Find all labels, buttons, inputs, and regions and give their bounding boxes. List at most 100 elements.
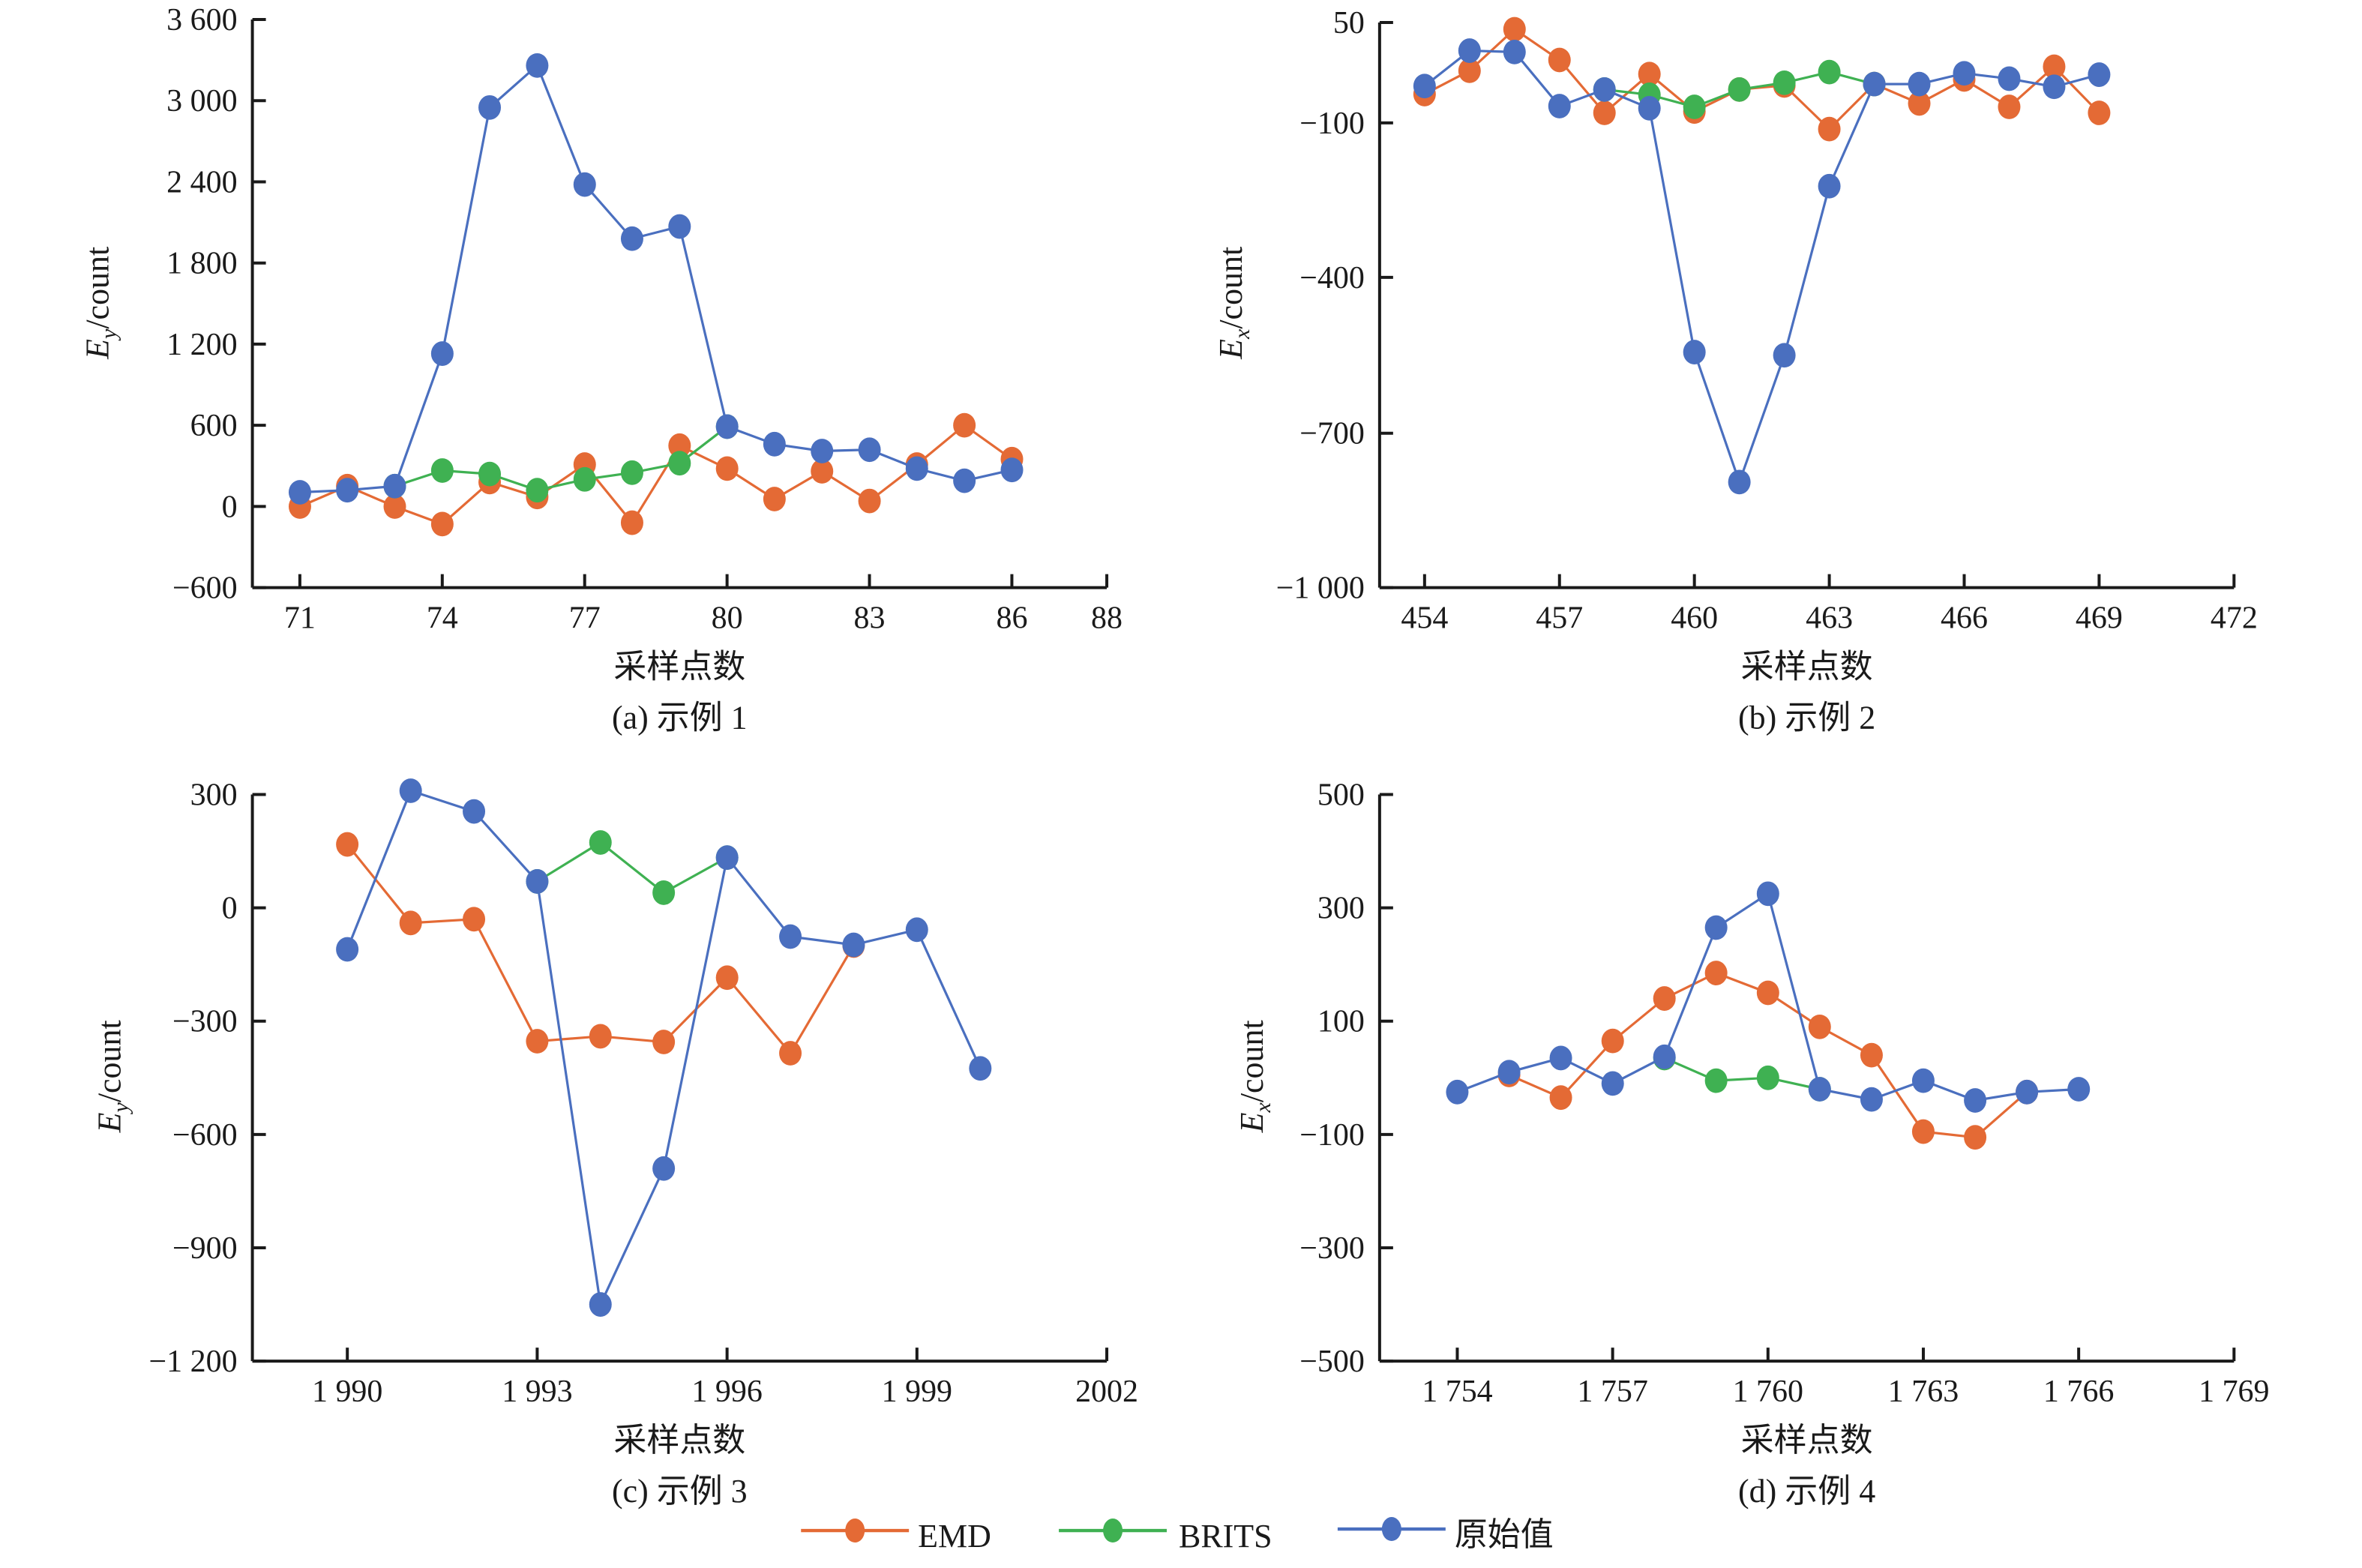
data-point-emd [1908, 91, 1931, 116]
data-point-emd [1653, 986, 1676, 1011]
x-tick-label: 466 [1941, 601, 1988, 636]
data-point-emd [430, 511, 454, 537]
series-emd [336, 832, 865, 1066]
y-tick-label: −1 000 [1276, 571, 1365, 606]
series-line-brits [536, 841, 728, 895]
data-point-original [620, 226, 643, 251]
data-point-original [1908, 71, 1931, 97]
data-point-emd [589, 1024, 612, 1049]
panel-caption: (d) 示例 4 [1738, 1473, 1875, 1510]
data-point-brits [1818, 59, 1841, 85]
data-point-emd [1911, 1119, 1935, 1144]
panel-d-marks: 500 300 100 −100 −300 −500 1 754 1 757 1 760 1 76… [1299, 778, 2269, 1409]
y-tick-label: 3 000 [166, 84, 237, 118]
data-point-emd [953, 412, 976, 438]
data-point-original [1458, 38, 1481, 63]
data-point-original [1000, 457, 1024, 483]
y-tick-label: 2 400 [166, 165, 237, 199]
data-point-brits [1756, 1065, 1779, 1090]
data-point-emd [1503, 16, 1526, 42]
data-point-emd [1593, 100, 1616, 125]
panel-caption: (c) 示例 3 [612, 1473, 748, 1510]
data-point-original [1704, 915, 1728, 940]
data-point-original [1860, 1087, 1883, 1112]
x-tick-label: 1 769 [2199, 1375, 2269, 1409]
x-tick-label: 460 [1671, 601, 1718, 636]
data-point-emd [763, 487, 786, 511]
panel-a: 3 600 3 000 2 400 1 800 1 200 600 0 −600 71 74 77 8… [79, 3, 1123, 736]
y-axis-title-main: E [79, 339, 116, 360]
data-point-emd [1638, 61, 1661, 87]
series-line-brits [1664, 1057, 1821, 1091]
series-original [1446, 881, 2091, 1113]
data-point-original [905, 917, 928, 943]
y-tick-label: 600 [190, 409, 238, 443]
data-point-emd [1808, 1014, 1831, 1039]
x-tick-label: 77 [569, 601, 601, 636]
data-point-original [1548, 94, 1571, 118]
data-point-original [478, 94, 502, 120]
data-point-original [2088, 62, 2111, 87]
y-tick-label: 1 200 [166, 328, 237, 362]
data-point-original [526, 869, 549, 894]
data-point-original [953, 468, 976, 493]
data-point-original [1953, 61, 1976, 86]
series-line-emd [1424, 27, 2100, 131]
data-point-original [1728, 469, 1751, 495]
legend-marker-brits [1103, 1519, 1123, 1543]
data-point-brits [573, 466, 596, 492]
panel-b-marks: 50 −100 −400 −700 −1 000 454 457 460 463 466 469 47… [1276, 6, 2258, 636]
y-tick-label: −400 [1299, 261, 1365, 295]
data-point-original [430, 341, 454, 366]
y-tick-label: 500 [1317, 778, 1365, 812]
data-point-original [1638, 95, 1661, 121]
data-point-emd [383, 494, 406, 519]
data-point-original [1497, 1060, 1521, 1085]
y-tick-label: 3 600 [166, 3, 237, 37]
data-point-emd [1860, 1042, 1883, 1068]
data-point-brits [478, 461, 502, 487]
x-tick-label: 1 757 [1577, 1375, 1647, 1409]
data-point-brits [668, 451, 691, 476]
legend-label-original: 原始值 [1455, 1516, 1554, 1553]
data-point-emd [1704, 961, 1728, 985]
y-axis-title-sub: x [1230, 328, 1254, 340]
data-point-emd [1458, 58, 1481, 83]
x-tick-label: 71 [284, 601, 316, 636]
series-brits [383, 414, 739, 503]
data-point-emd [668, 433, 691, 458]
y-tick-label: 0 [222, 892, 238, 926]
panel-c: 300 0 −300 −600 −900 −1 200 1 990 1 993 1 996 1 9… [91, 778, 1138, 1510]
panel-a-marks: 3 600 3 000 2 400 1 800 1 200 600 0 −600 71 74 77 8… [166, 3, 1123, 636]
y-axis-title-unit: /count [1212, 247, 1249, 329]
y-tick-label: −600 [172, 1118, 238, 1153]
data-point-original [905, 456, 928, 481]
data-point-original [383, 473, 406, 499]
y-tick-label: 1 800 [166, 247, 237, 281]
data-point-emd [2088, 100, 2111, 125]
data-point-original [1964, 1088, 1987, 1113]
x-axis-title: 采样点数 [1741, 1422, 1873, 1459]
y-tick-label: −1 200 [148, 1345, 237, 1379]
data-point-original [842, 932, 865, 958]
data-point-emd [399, 910, 422, 936]
data-point-emd [336, 832, 359, 857]
y-tick-label: −900 [172, 1231, 238, 1266]
data-point-emd [1998, 94, 2021, 119]
x-axis-title: 采样点数 [613, 649, 745, 685]
x-tick-label: 74 [427, 601, 458, 636]
y-tick-label: 0 [222, 490, 238, 524]
series-line-emd [346, 844, 855, 1056]
data-point-original [763, 431, 786, 457]
series-brits [1593, 59, 1886, 119]
x-tick-label: 80 [712, 601, 743, 636]
legend-marker-original [1381, 1517, 1401, 1542]
legend-label-brits: BRITS [1179, 1518, 1272, 1555]
series-brits [526, 830, 739, 905]
legend-label-emd: EMD [918, 1518, 991, 1555]
data-point-original [1601, 1071, 1624, 1096]
legend: EMD BRITS 原始值 [801, 1516, 1554, 1555]
data-point-original [779, 924, 802, 949]
data-point-original [1863, 71, 1886, 97]
